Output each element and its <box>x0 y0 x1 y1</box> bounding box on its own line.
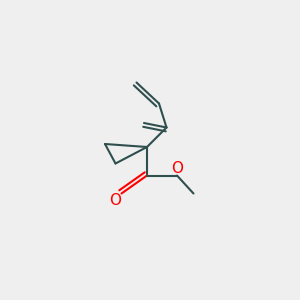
Text: O: O <box>110 193 122 208</box>
Text: O: O <box>171 161 183 176</box>
